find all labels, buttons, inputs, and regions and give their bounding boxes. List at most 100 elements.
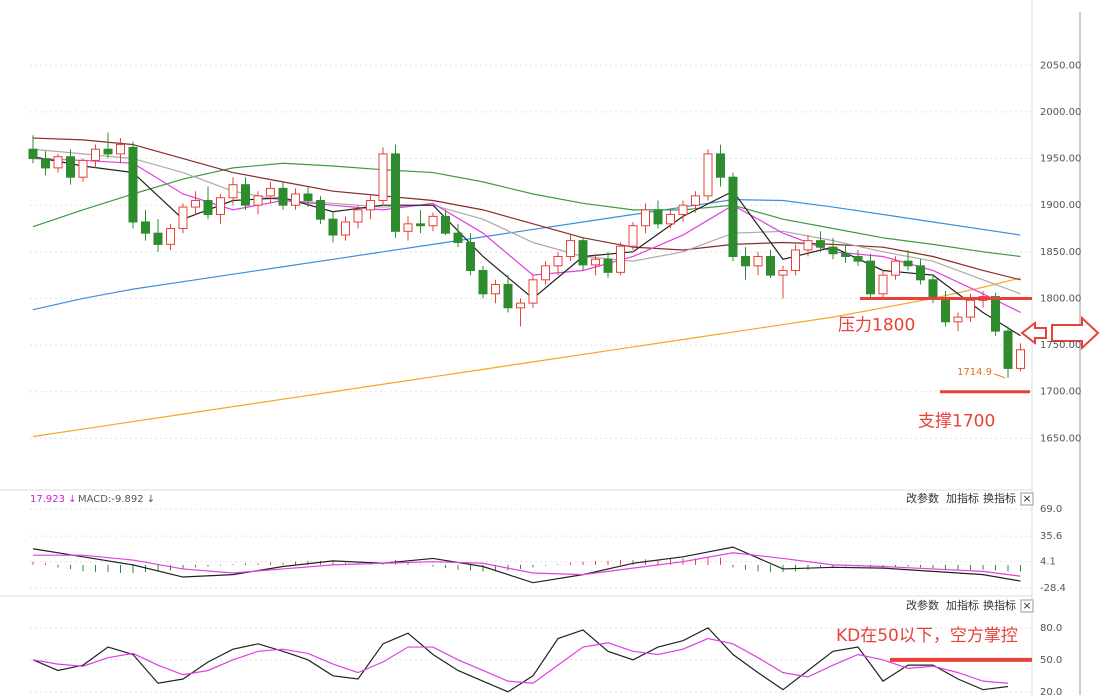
candle-body (678, 204, 688, 216)
candle-body (178, 206, 188, 230)
candle-body (653, 209, 663, 225)
candle-body (278, 187, 288, 206)
candle-body (1003, 330, 1013, 369)
macd-header: MACD:-9.892 ↓ (78, 494, 155, 505)
candle-body (428, 215, 438, 227)
candle-body (441, 215, 450, 234)
y-tick-label: 1700.00 (1040, 387, 1081, 398)
toolbar-button[interactable]: 换指标 (983, 598, 1016, 612)
candle-body (966, 299, 975, 318)
candle-body (53, 156, 63, 169)
indicator-line (32, 137, 1021, 281)
y-tick-label: 69.0 (1040, 504, 1062, 515)
candle-body (353, 209, 363, 223)
candle-body (578, 240, 588, 266)
candle-body (666, 214, 675, 225)
y-tick-label: 35.6 (1040, 531, 1062, 542)
candle-body (128, 146, 138, 223)
candle-body (116, 144, 125, 155)
y-tick-label: 80.0 (1040, 623, 1062, 634)
candle-body (603, 258, 613, 273)
annotation: 压力1800 (838, 315, 915, 335)
y-tick-label: 1650.00 (1040, 433, 1081, 444)
y-tick-label: 4.1 (1040, 557, 1056, 568)
indicator-line (32, 637, 1009, 684)
candle-body (816, 240, 825, 248)
candle-body (591, 258, 600, 266)
arrow-icon (1020, 320, 1047, 346)
low-marker-arrow (993, 373, 1006, 379)
candle-body (853, 255, 863, 262)
y-tick-label: 2050.00 (1040, 60, 1081, 71)
candle-body (491, 283, 500, 295)
candle-body (791, 249, 800, 271)
y-tick-label: 1800.00 (1040, 293, 1081, 304)
candle-body (991, 296, 1000, 332)
candle-body (466, 242, 475, 271)
candle-body (191, 200, 200, 208)
candle-body (103, 148, 113, 155)
candle-body (753, 255, 763, 267)
candle-body (641, 209, 650, 227)
candle-body (453, 232, 463, 244)
toolbar-button[interactable]: 改参数 (906, 491, 939, 505)
candle-body (953, 316, 963, 323)
y-tick-label: 1950.00 (1040, 154, 1081, 165)
candle-body (78, 159, 88, 178)
candle-body (291, 193, 300, 206)
toolbar-button[interactable]: × (1022, 599, 1031, 612)
candle-body (566, 240, 575, 257)
indicator-line (32, 148, 1021, 295)
annotation: KD在50以下，空方掌控 (836, 626, 1018, 646)
candle-body (541, 265, 550, 281)
candle-body (1016, 349, 1025, 369)
indicator-line (33, 552, 1021, 577)
y-tick-label: -28.4 (1040, 583, 1066, 594)
candle-body (378, 153, 388, 202)
close-box (1020, 492, 1034, 506)
toolbar-button[interactable]: 换指标 (983, 491, 1016, 505)
candle-body (903, 260, 913, 267)
toolbar-button[interactable]: × (1022, 492, 1031, 505)
candle-body (941, 297, 950, 323)
macd-header: 17.923 ↓ (30, 494, 77, 505)
toolbar-button[interactable]: 加指标 (946, 598, 979, 612)
indicator-line (32, 627, 1009, 693)
candle-body (628, 225, 638, 247)
low-marker-label: 1714.9 (957, 367, 992, 378)
toolbar-button[interactable]: 加指标 (946, 491, 979, 505)
candle-body (691, 195, 700, 206)
candle-body (716, 153, 725, 178)
candle-body (928, 279, 938, 299)
candle-body (528, 279, 538, 304)
candle-body (366, 200, 375, 211)
candle-body (741, 255, 750, 267)
candle-body (316, 200, 325, 220)
candle-body (41, 158, 50, 169)
candle-body (891, 260, 900, 276)
candle-body (866, 260, 875, 295)
candle-body (266, 187, 275, 197)
toolbar-button[interactable]: 改参数 (906, 598, 939, 612)
close-box (1020, 599, 1034, 613)
candle-body (403, 223, 413, 232)
annotation: 支撑1700 (918, 412, 995, 432)
y-tick-label: 2000.00 (1040, 107, 1081, 118)
indicator-line (32, 198, 1021, 311)
indicator-line (32, 546, 1021, 584)
candle-body (916, 265, 925, 281)
indicator-line (32, 157, 1021, 313)
candle-body (153, 232, 163, 245)
candle-body (391, 153, 400, 232)
candle-body (253, 195, 263, 206)
candle-body (828, 246, 838, 255)
candle-body (766, 255, 775, 276)
candle-body (228, 184, 238, 199)
candle-body (728, 176, 738, 257)
candle-body (516, 302, 525, 309)
candle-body (341, 221, 350, 236)
y-tick-label: 1900.00 (1040, 200, 1081, 211)
candle-body (141, 221, 150, 234)
candle-body (503, 283, 513, 309)
